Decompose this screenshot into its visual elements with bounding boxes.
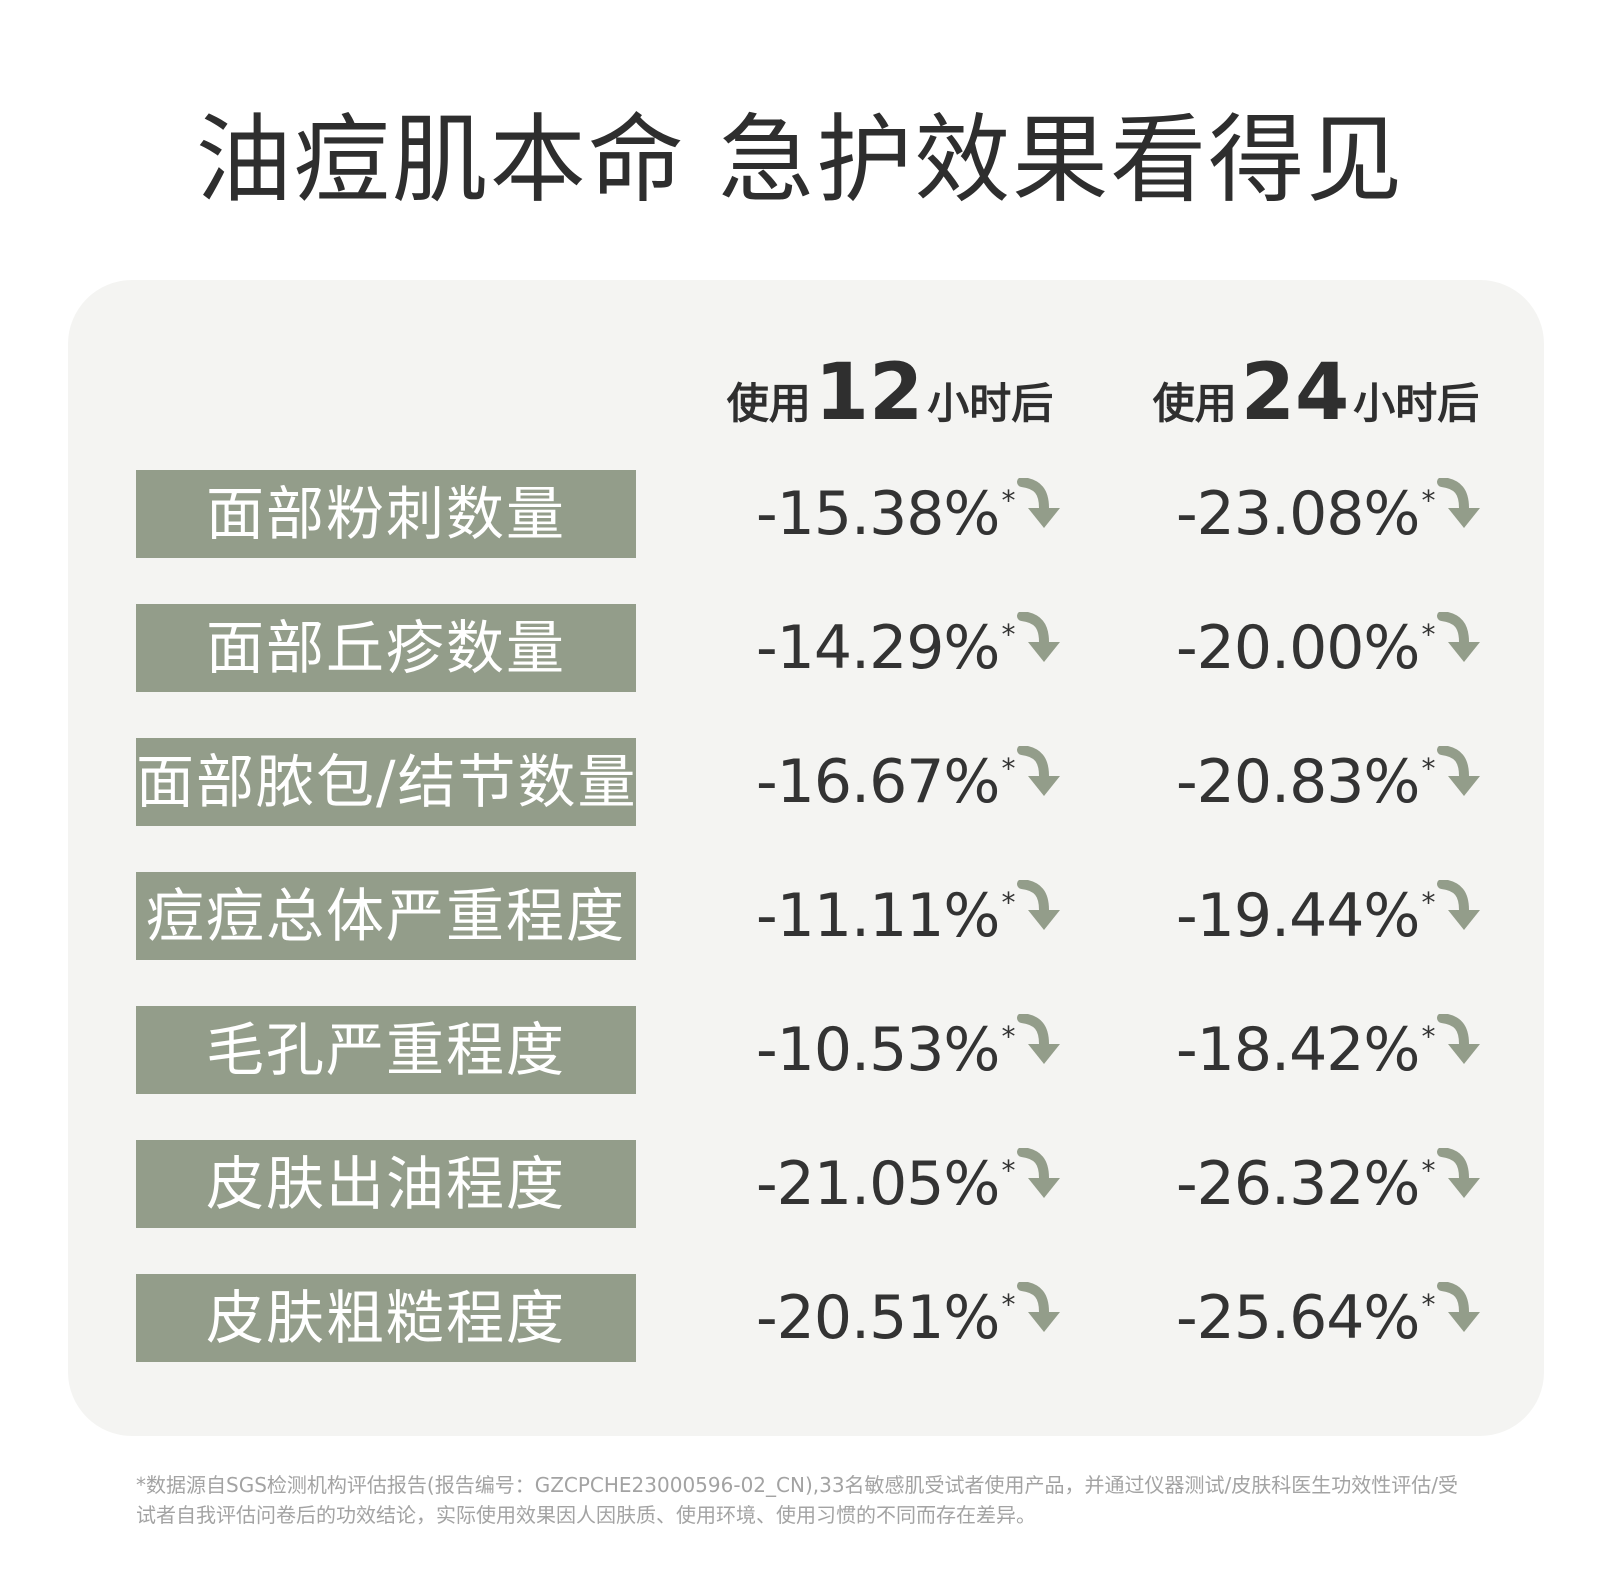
column-header-hours: 12 — [814, 348, 924, 438]
percent-value: -26.32% — [1176, 1149, 1420, 1219]
row-label: 面部丘疹数量 — [136, 604, 636, 692]
down-arrow-icon — [1017, 746, 1061, 796]
column-header-hours: 24 — [1240, 348, 1350, 438]
footnote-marker: * — [1001, 1288, 1015, 1321]
footnote-marker: * — [1421, 886, 1435, 919]
down-arrow-icon — [1437, 1282, 1481, 1332]
footnote-marker: * — [1001, 886, 1015, 919]
percent-value: -20.00% — [1176, 613, 1420, 683]
footnote-marker: * — [1421, 752, 1435, 785]
column-header-suffix: 小时后 — [1353, 379, 1480, 428]
percent-value: -14.29% — [756, 613, 1000, 683]
value-24h: -18.42% * — [1176, 1006, 1496, 1094]
value-24h: -23.08% * — [1176, 470, 1496, 558]
results-panel — [68, 280, 1544, 1436]
down-arrow-icon — [1017, 1148, 1061, 1198]
value-24h: -19.44% * — [1176, 872, 1496, 960]
percent-value: -15.38% — [756, 479, 1000, 549]
down-arrow-icon — [1017, 478, 1061, 528]
down-arrow-icon — [1017, 880, 1061, 930]
percent-value: -19.44% — [1176, 881, 1420, 951]
footnote-marker: * — [1421, 1020, 1435, 1053]
value-24h: -20.00% * — [1176, 604, 1496, 692]
down-arrow-icon — [1437, 1148, 1481, 1198]
footnote-marker: * — [1001, 618, 1015, 651]
footnote-marker: * — [1001, 1154, 1015, 1187]
percent-value: -16.67% — [756, 747, 1000, 817]
percent-value: -10.53% — [756, 1015, 1000, 1085]
footnote-marker: * — [1421, 618, 1435, 651]
value-12h: -14.29% * — [756, 604, 1076, 692]
footnote-marker: * — [1001, 752, 1015, 785]
percent-value: -23.08% — [1176, 479, 1420, 549]
row-label: 面部脓包/结节数量 — [136, 738, 636, 826]
footnote-marker: * — [1001, 1020, 1015, 1053]
column-header-prefix: 使用 — [726, 379, 811, 428]
value-24h: -26.32% * — [1176, 1140, 1496, 1228]
value-12h: -15.38% * — [756, 470, 1076, 558]
row-label: 皮肤粗糙程度 — [136, 1274, 636, 1362]
down-arrow-icon — [1437, 612, 1481, 662]
percent-value: -21.05% — [756, 1149, 1000, 1219]
row-label: 痘痘总体严重程度 — [136, 872, 636, 960]
column-header-suffix: 小时后 — [927, 379, 1054, 428]
down-arrow-icon — [1437, 880, 1481, 930]
footnote: *数据源自SGS检测机构评估报告(报告编号：GZCPCHE23000596-02… — [136, 1473, 1459, 1527]
value-12h: -16.67% * — [756, 738, 1076, 826]
value-12h: -20.51% * — [756, 1274, 1076, 1362]
value-12h: -21.05% * — [756, 1140, 1076, 1228]
column-header-12h: 使用 12 小时后 — [700, 336, 1080, 436]
row-label: 毛孔严重程度 — [136, 1006, 636, 1094]
down-arrow-icon — [1437, 478, 1481, 528]
percent-value: -11.11% — [756, 881, 1000, 951]
down-arrow-icon — [1437, 1014, 1481, 1064]
column-header-prefix: 使用 — [1152, 379, 1237, 428]
value-12h: -11.11% * — [756, 872, 1076, 960]
footnote-marker: * — [1421, 484, 1435, 517]
footnote-marker: * — [1421, 1288, 1435, 1321]
column-header-24h: 使用 24 小时后 — [1126, 336, 1506, 436]
value-24h: -25.64% * — [1176, 1274, 1496, 1362]
value-12h: -10.53% * — [756, 1006, 1076, 1094]
page-title: 油痘肌本命 急护效果看得见 — [195, 104, 1405, 216]
value-24h: -20.83% * — [1176, 738, 1496, 826]
down-arrow-icon — [1017, 1282, 1061, 1332]
percent-value: -25.64% — [1176, 1283, 1420, 1353]
down-arrow-icon — [1437, 746, 1481, 796]
footnote-marker: * — [1001, 484, 1015, 517]
down-arrow-icon — [1017, 612, 1061, 662]
down-arrow-icon — [1017, 1014, 1061, 1064]
row-label: 皮肤出油程度 — [136, 1140, 636, 1228]
percent-value: -18.42% — [1176, 1015, 1420, 1085]
row-label: 面部粉刺数量 — [136, 470, 636, 558]
footnote-marker: * — [1421, 1154, 1435, 1187]
percent-value: -20.51% — [756, 1283, 1000, 1353]
percent-value: -20.83% — [1176, 747, 1420, 817]
